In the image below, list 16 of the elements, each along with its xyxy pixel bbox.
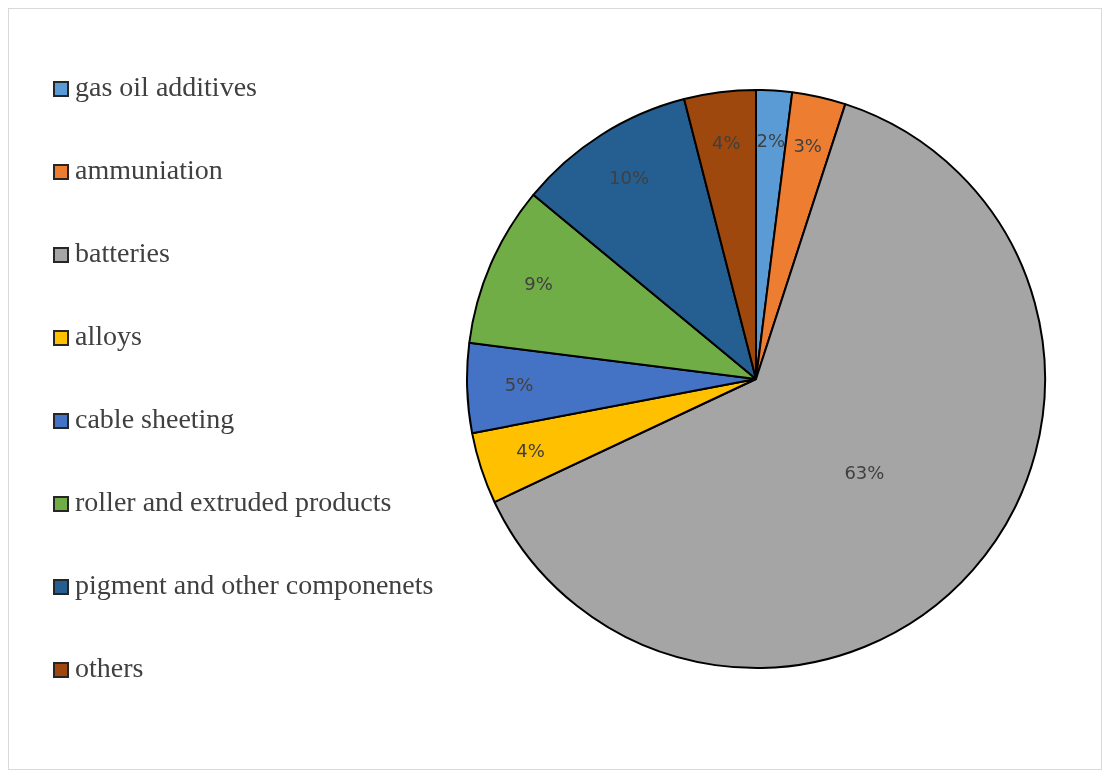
data-label: 10% xyxy=(609,166,650,188)
data-label: 4% xyxy=(712,131,741,153)
legend-label: ammuniation xyxy=(75,153,224,187)
legend-label: others xyxy=(75,651,145,685)
legend-label: cable sheeting xyxy=(75,402,236,436)
data-label: 9% xyxy=(524,272,553,294)
data-label: 5% xyxy=(504,374,534,396)
legend-label: alloys xyxy=(75,319,143,353)
legend-label: gas oil additives xyxy=(75,70,258,104)
data-label: 4% xyxy=(516,439,545,461)
legend-label: pigment and other componenets xyxy=(75,568,435,602)
legend-label: batteries xyxy=(75,236,171,270)
data-label: 63% xyxy=(844,462,885,484)
data-label: 2% xyxy=(756,130,786,152)
data-label: 3% xyxy=(793,135,822,157)
legend-label: roller and extruded products xyxy=(75,485,393,519)
